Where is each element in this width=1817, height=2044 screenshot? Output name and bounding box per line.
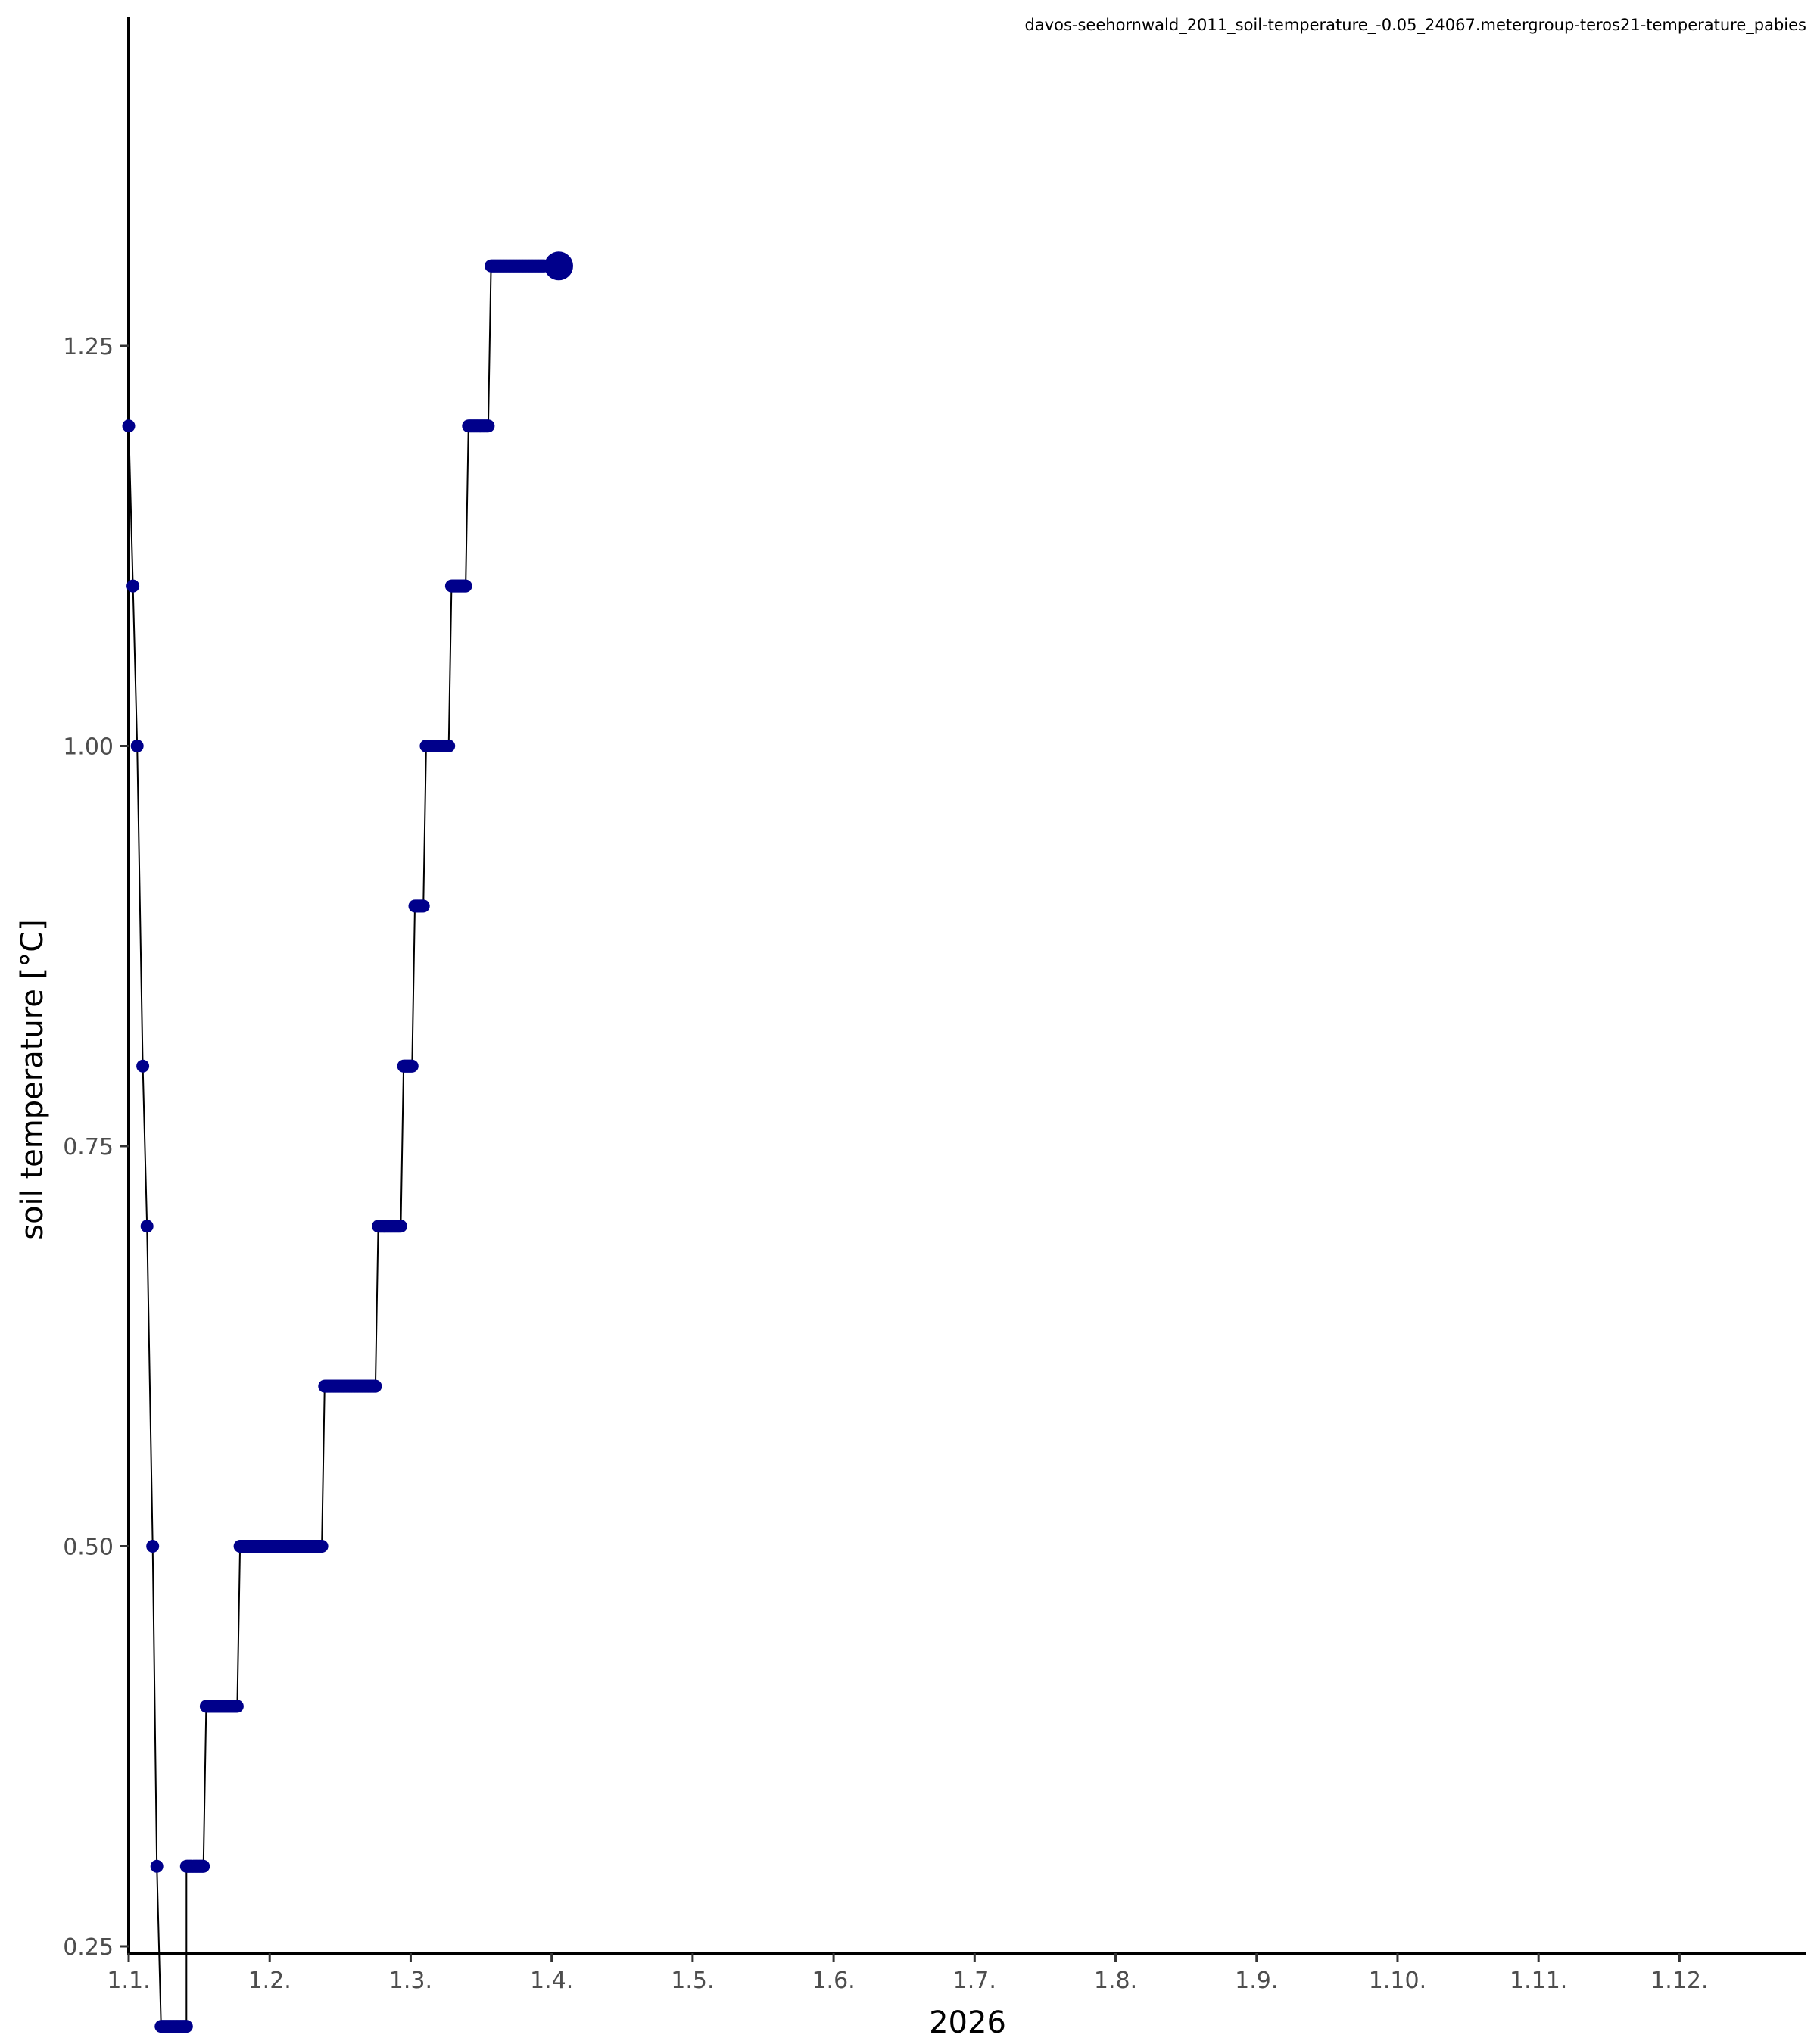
y-tick-label: 1.25 [63,334,114,360]
y-tick-label: 0.50 [63,1535,114,1561]
data-point [130,740,144,752]
axes: 0.25 0.50 0.75 1.00 1.25 1.1. 1.2. 1.3. 1.4. 1.5.… [63,17,1806,1994]
x-tick-label: 1.7. [953,1968,996,1994]
chart-title: davos-seehornwald_2011_soil-temperature_… [1024,16,1806,35]
x-axis-title: 2026 [929,2005,1006,2040]
data-point [179,2020,193,2033]
x-tick-label: 1.8. [1094,1968,1137,1994]
x-tick-label: 1.10. [1369,1968,1426,1994]
data-point [442,740,456,752]
last-data-point [544,251,573,281]
y-tick-label: 0.75 [63,1134,114,1161]
x-tick-label: 1.12. [1650,1968,1708,1994]
data-point [369,1379,382,1393]
x-tick-label: 1.3. [389,1968,432,1994]
data-point [315,1540,329,1553]
x-tick-label: 1.6. [812,1968,855,1994]
data-point [150,1859,164,1873]
y-axis-title: soil temperature [°C] [15,919,50,1240]
data-point [140,1220,154,1233]
data-point [416,899,430,913]
data-point [197,1859,210,1873]
x-tick-label: 1.2. [248,1968,291,1994]
data-point [230,1700,244,1713]
x-tick-label: 1.11. [1510,1968,1567,1994]
data-point [405,1059,419,1073]
y-tick-label: 0.25 [63,1934,114,1961]
data-point [482,419,495,433]
x-tick-label: 1.5. [671,1968,714,1994]
x-tick-label: 1.1. [107,1968,150,1994]
data-point [122,419,136,433]
data-point [126,579,140,593]
series-points [122,251,573,2033]
data-point [394,1220,407,1233]
x-tick-label: 1.4. [530,1968,573,1994]
x-tick-label: 1.9. [1235,1968,1278,1994]
data-point [136,1059,150,1073]
y-tick-label: 1.00 [63,734,114,761]
data-point [146,1540,160,1553]
data-point [459,579,472,593]
